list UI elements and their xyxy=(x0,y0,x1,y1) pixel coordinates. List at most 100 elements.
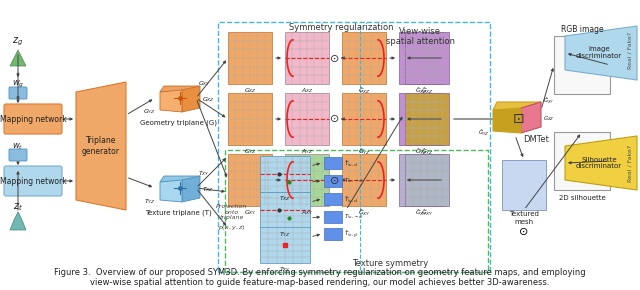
Text: $T_{YZ}$: $T_{YZ}$ xyxy=(145,197,156,206)
Text: Textured
mesh: Textured mesh xyxy=(509,211,539,224)
Text: Mapping network: Mapping network xyxy=(0,177,67,186)
Text: $\hat{G}_{XY}$: $\hat{G}_{XY}$ xyxy=(358,208,371,218)
FancyBboxPatch shape xyxy=(4,104,62,134)
Text: Triplane
generator: Triplane generator xyxy=(82,136,120,156)
Text: $T_{(u,-v)}$: $T_{(u,-v)}$ xyxy=(344,177,364,185)
Text: ⊡: ⊡ xyxy=(513,112,525,126)
FancyBboxPatch shape xyxy=(399,154,443,206)
FancyBboxPatch shape xyxy=(324,193,342,205)
Text: $\hat{T}_{(x,y)}$: $\hat{T}_{(x,y)}$ xyxy=(344,228,358,240)
FancyBboxPatch shape xyxy=(405,32,449,84)
Polygon shape xyxy=(160,90,182,112)
FancyBboxPatch shape xyxy=(554,132,610,190)
FancyBboxPatch shape xyxy=(228,154,272,206)
Text: $\hat{G}_{YZ}$: $\hat{G}_{YZ}$ xyxy=(358,147,371,157)
Text: $\hat{G}_{XZ}$: $\hat{G}_{XZ}$ xyxy=(420,86,433,96)
FancyBboxPatch shape xyxy=(260,156,310,192)
FancyBboxPatch shape xyxy=(324,175,342,186)
FancyBboxPatch shape xyxy=(285,32,329,84)
Text: $A_{XZ}$: $A_{XZ}$ xyxy=(301,86,314,95)
FancyBboxPatch shape xyxy=(324,228,342,240)
Text: View-wise
spatial attention: View-wise spatial attention xyxy=(385,27,454,46)
Text: $\odot$: $\odot$ xyxy=(329,113,339,124)
Text: Symmetry regularization: Symmetry regularization xyxy=(289,23,394,32)
Text: Mapping network: Mapping network xyxy=(0,115,67,124)
FancyBboxPatch shape xyxy=(285,154,329,206)
Text: $\hat{G}_{XZ}$: $\hat{G}_{XZ}$ xyxy=(358,86,371,96)
Text: $\hat{G}_{YZ}$: $\hat{G}_{YZ}$ xyxy=(415,147,428,157)
FancyBboxPatch shape xyxy=(554,36,610,94)
FancyBboxPatch shape xyxy=(9,87,27,99)
FancyBboxPatch shape xyxy=(228,32,272,84)
FancyBboxPatch shape xyxy=(324,211,342,223)
Text: $\hat{T}_{(u,v)}$: $\hat{T}_{(u,v)}$ xyxy=(344,194,359,204)
Text: $G_{XY}$: $G_{XY}$ xyxy=(198,79,211,88)
FancyBboxPatch shape xyxy=(405,154,449,206)
Text: $\hat{G}_{YZ}$: $\hat{G}_{YZ}$ xyxy=(477,128,489,138)
Polygon shape xyxy=(521,102,541,133)
Polygon shape xyxy=(493,102,541,110)
FancyBboxPatch shape xyxy=(228,93,272,145)
Text: $T_{(u,-v)}$: $T_{(u,-v)}$ xyxy=(344,213,364,221)
Text: $\hat{G}_{XZ}$: $\hat{G}_{XZ}$ xyxy=(415,86,428,96)
Text: Geometry triplane (G): Geometry triplane (G) xyxy=(140,120,216,126)
Text: $G_{YZ}$: $G_{YZ}$ xyxy=(143,108,156,117)
Text: $G_{YZ}$: $G_{YZ}$ xyxy=(244,148,256,156)
FancyBboxPatch shape xyxy=(324,157,342,168)
Polygon shape xyxy=(76,82,126,210)
Text: 2D silhouette: 2D silhouette xyxy=(559,195,605,201)
Text: $w_g$: $w_g$ xyxy=(12,79,24,90)
Text: $\odot$: $\odot$ xyxy=(329,175,339,186)
Polygon shape xyxy=(182,86,200,112)
Text: $A_{XY}$: $A_{XY}$ xyxy=(301,209,313,218)
Text: $\hat{G}_{YZ}$: $\hat{G}_{YZ}$ xyxy=(420,147,433,157)
Polygon shape xyxy=(160,180,182,202)
FancyBboxPatch shape xyxy=(342,93,386,145)
FancyBboxPatch shape xyxy=(4,166,62,196)
Text: $\hat{T}_{(u,v)}$: $\hat{T}_{(u,v)}$ xyxy=(344,158,359,168)
FancyBboxPatch shape xyxy=(399,93,443,145)
Text: $T_{XZ}$: $T_{XZ}$ xyxy=(279,195,291,204)
Text: ⊙: ⊙ xyxy=(519,227,529,237)
Text: DMTet: DMTet xyxy=(523,135,549,144)
Text: $G_{XZ}$: $G_{XZ}$ xyxy=(543,115,555,124)
Text: $T_{YZ}$: $T_{YZ}$ xyxy=(279,231,291,240)
Text: Real / Fake?: Real / Fake? xyxy=(627,31,632,69)
Text: $\hat{G}_{XY}$: $\hat{G}_{XY}$ xyxy=(420,208,433,218)
Text: $T_{XY}$: $T_{XY}$ xyxy=(198,170,210,178)
FancyBboxPatch shape xyxy=(260,192,310,228)
Text: $w_t$: $w_t$ xyxy=(12,142,24,152)
Text: $z_g$: $z_g$ xyxy=(12,36,24,48)
FancyBboxPatch shape xyxy=(285,93,329,145)
Text: Image
discriminator: Image discriminator xyxy=(576,46,622,59)
FancyBboxPatch shape xyxy=(342,32,386,84)
Polygon shape xyxy=(160,86,200,92)
Text: $A_{YZ}$: $A_{YZ}$ xyxy=(301,148,313,156)
Text: $\hat{G}_{XY}$: $\hat{G}_{XY}$ xyxy=(415,208,428,218)
Polygon shape xyxy=(10,212,26,230)
Text: Figure 3.  Overview of our proposed SYM3D. By enforcing symmetry regularization : Figure 3. Overview of our proposed SYM3D… xyxy=(54,268,586,287)
Text: Silhouette
discriminator: Silhouette discriminator xyxy=(576,157,622,169)
Text: Real / Fake?: Real / Fake? xyxy=(627,144,632,182)
Text: $G_{XY}$: $G_{XY}$ xyxy=(244,209,257,218)
FancyBboxPatch shape xyxy=(405,93,449,145)
Text: $z_t$: $z_t$ xyxy=(13,201,23,213)
Text: RGB image: RGB image xyxy=(561,26,604,35)
Text: $G_{XZ}$: $G_{XZ}$ xyxy=(244,86,257,95)
FancyBboxPatch shape xyxy=(399,32,443,84)
Text: Projection
onto
triplane: Projection onto triplane xyxy=(216,204,248,220)
Text: $p(x, y, z)$: $p(x, y, z)$ xyxy=(218,222,246,231)
Polygon shape xyxy=(182,176,200,202)
Text: $\hat{G}_{XY}$: $\hat{G}_{XY}$ xyxy=(543,96,555,106)
Polygon shape xyxy=(160,176,200,182)
FancyBboxPatch shape xyxy=(342,154,386,206)
Polygon shape xyxy=(565,26,637,80)
Text: $\odot$: $\odot$ xyxy=(329,52,339,64)
Text: $T_{XZ}$: $T_{XZ}$ xyxy=(202,186,214,195)
Polygon shape xyxy=(10,50,26,66)
Text: $G_{XZ}$: $G_{XZ}$ xyxy=(202,95,215,104)
Text: Texture triplane (T): Texture triplane (T) xyxy=(145,210,211,217)
FancyBboxPatch shape xyxy=(260,227,310,263)
Text: Texture symmetry: Texture symmetry xyxy=(352,260,428,269)
Polygon shape xyxy=(493,108,521,133)
